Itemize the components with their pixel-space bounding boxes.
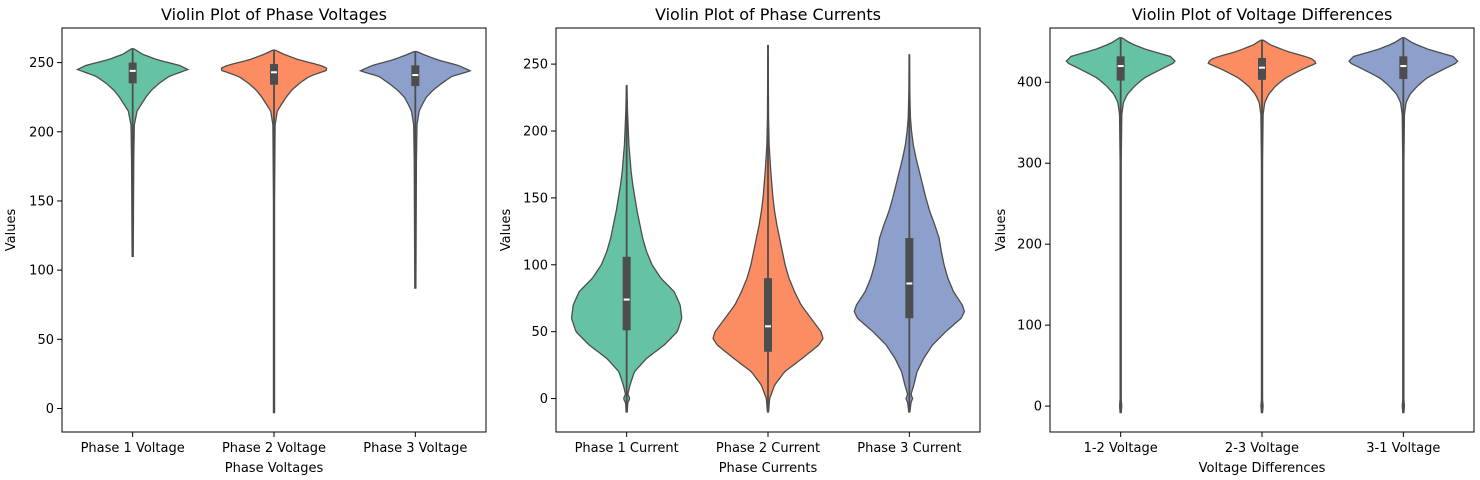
- chart-title: Violin Plot of Voltage Differences: [1132, 5, 1393, 24]
- y-tick-label: 50: [37, 333, 54, 348]
- y-tick-label: 50: [531, 325, 548, 340]
- y-tick-label: 100: [523, 258, 548, 273]
- x-axis-label: Phase Currents: [719, 461, 818, 476]
- x-tick-label: Phase 2 Current: [716, 441, 820, 456]
- violin-iqr-box: [128, 62, 137, 84]
- x-tick-label: Phase 2 Voltage: [222, 441, 326, 456]
- chart-title: Violin Plot of Phase Currents: [655, 5, 881, 24]
- violin-iqr-box: [764, 278, 772, 352]
- y-axis-label: Values: [499, 209, 514, 252]
- violin-iqr-box: [622, 256, 631, 331]
- y-tick-label: 200: [1017, 238, 1042, 253]
- x-tick-label: Phase 3 Voltage: [363, 441, 467, 456]
- y-tick-label: 150: [523, 191, 548, 206]
- y-tick-label: 250: [523, 58, 548, 73]
- y-tick-label: 0: [1034, 400, 1042, 415]
- violin-iqr-box: [1258, 57, 1266, 80]
- y-axis-label: Values: [994, 209, 1009, 252]
- violin-iqr-box: [270, 63, 278, 85]
- x-tick-label: Phase 1 Voltage: [81, 441, 185, 456]
- y-tick-label: 400: [1017, 76, 1042, 91]
- y-tick-label: 250: [29, 56, 54, 71]
- y-axis-label: Values: [4, 209, 19, 252]
- x-tick-label: Phase 3 Current: [857, 441, 961, 456]
- chart-title: Violin Plot of Phase Voltages: [161, 5, 387, 24]
- y-tick-label: 300: [1017, 157, 1042, 172]
- violin-iqr-box: [905, 238, 914, 319]
- x-tick-label: Phase 1 Current: [575, 441, 679, 456]
- x-tick-label: 3-1 Voltage: [1366, 441, 1440, 456]
- panel-phase-voltages: Violin Plot of Phase Voltages Phase Volt…: [4, 5, 487, 476]
- y-tick-label: 200: [523, 125, 548, 140]
- x-axis-label: Phase Voltages: [225, 461, 324, 476]
- panel-phase-currents: Violin Plot of Phase Currents Phase Curr…: [499, 5, 981, 476]
- panel-voltage-differences: Violin Plot of Voltage Differences Volta…: [994, 5, 1475, 476]
- violin-iqr-box: [1399, 56, 1408, 80]
- y-tick-label: 150: [29, 194, 54, 209]
- x-tick-label: 2-3 Voltage: [1225, 441, 1299, 456]
- y-tick-label: 100: [29, 264, 54, 279]
- x-tick-label: 1-2 Voltage: [1084, 441, 1158, 456]
- x-axis-label: Voltage Differences: [1199, 461, 1326, 476]
- y-tick-label: 100: [1017, 319, 1042, 334]
- y-tick-label: 200: [29, 125, 54, 140]
- violin-iqr-box: [1116, 56, 1125, 81]
- y-tick-label: 0: [540, 392, 548, 407]
- y-tick-label: 0: [46, 402, 54, 417]
